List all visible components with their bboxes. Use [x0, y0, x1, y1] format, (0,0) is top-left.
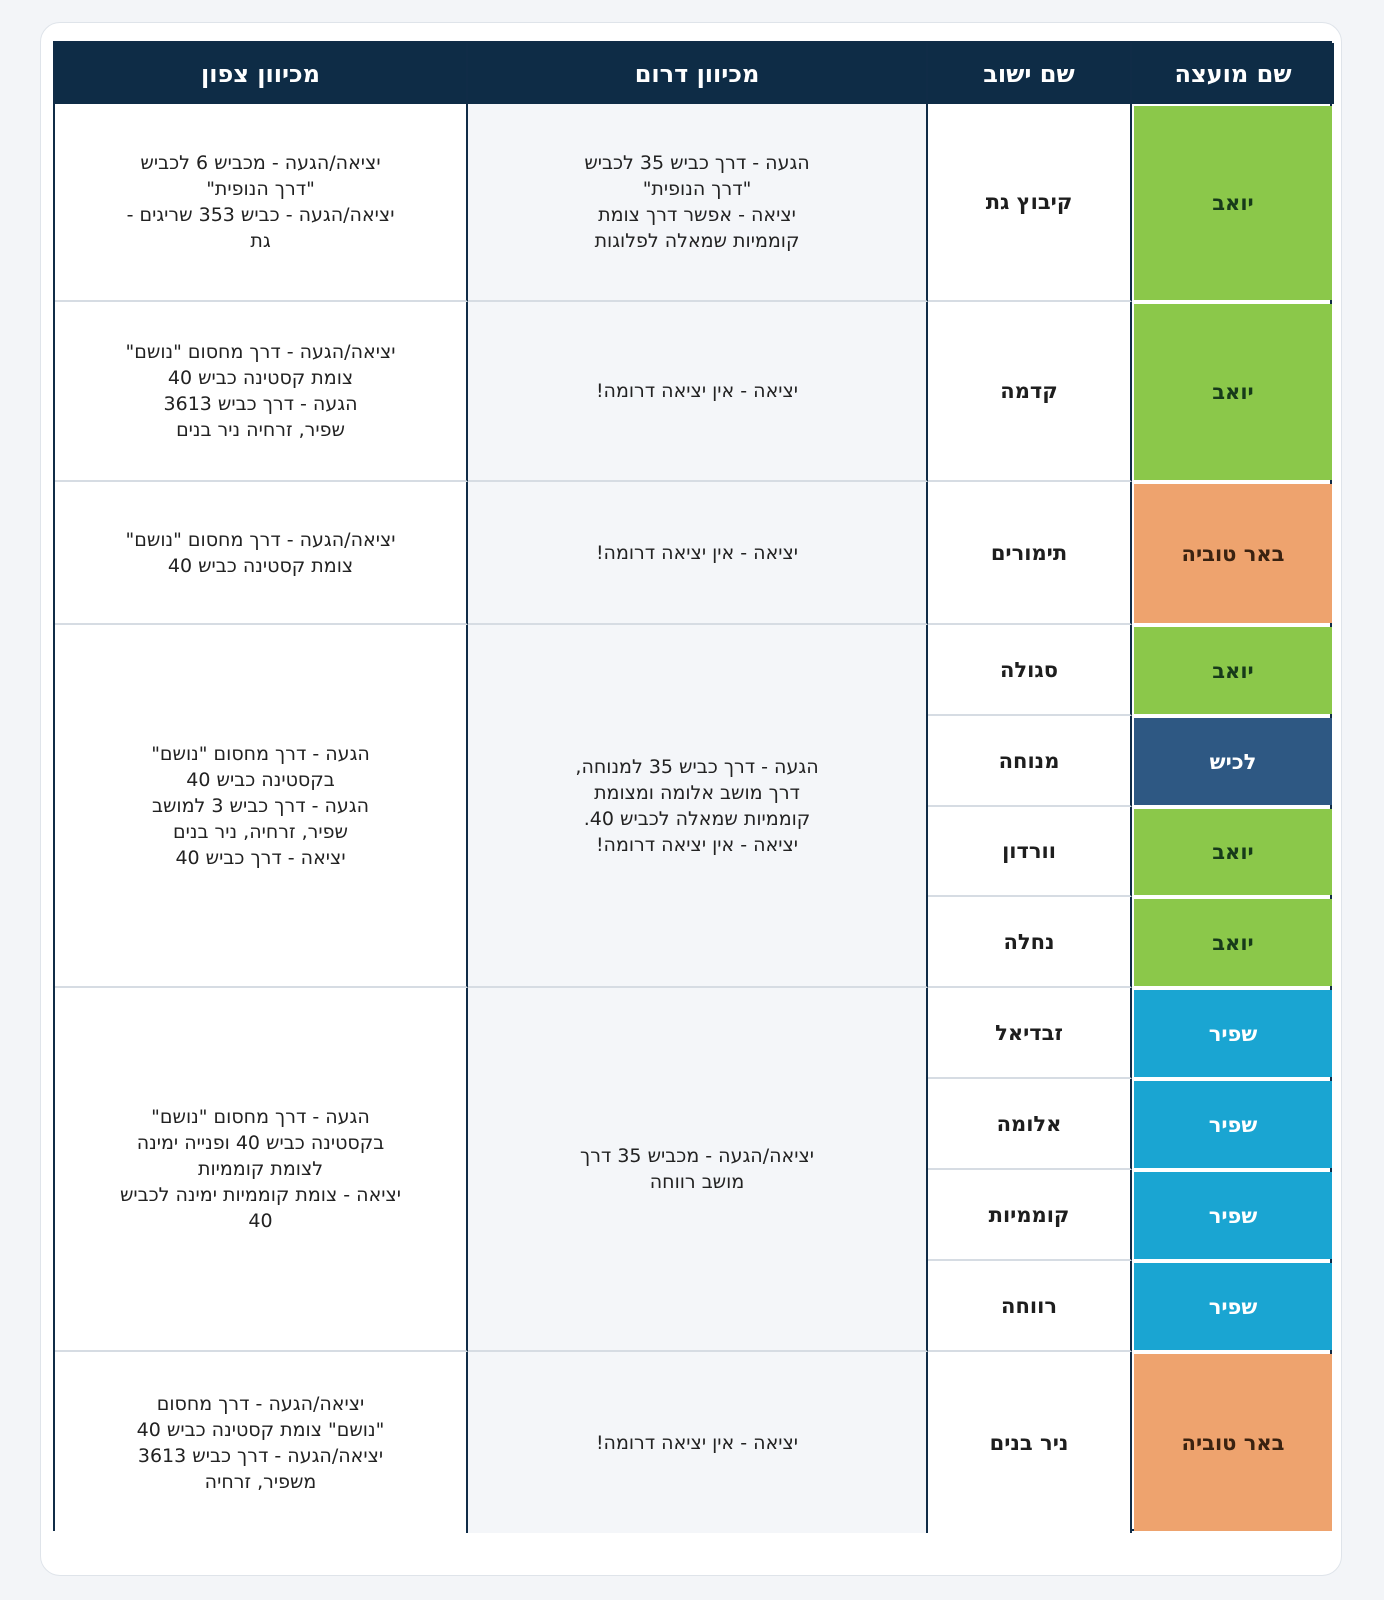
- settlement-name: וורדון: [928, 807, 1132, 897]
- settlement-name: קיבוץ גת: [928, 104, 1132, 302]
- council-badge: שפיר: [1134, 1081, 1332, 1168]
- settlement-name: מנוחה: [928, 716, 1132, 807]
- council-badge: שפיר: [1134, 1263, 1332, 1350]
- council-badge: לכיש: [1134, 718, 1332, 805]
- north-directions-cell: הגעה - דרך מחסום "נושם" בקסטינה כביש 40 …: [55, 988, 468, 1352]
- north-directions-cell: הגעה - דרך מחסום "נושם" בקסטינה כביש 40 …: [55, 625, 468, 988]
- council-badge: באר טוביה: [1134, 1354, 1332, 1531]
- settlement-name: ניר בנים: [928, 1352, 1132, 1533]
- north-directions-cell: יציאה/הגעה - דרך מחסום "נושם" צומת קסטינ…: [55, 302, 468, 482]
- north-directions-cell: יציאה/הגעה - דרך מחסום "נושם" צומת קסטינ…: [55, 1352, 468, 1533]
- council-badge: שפיר: [1134, 1172, 1332, 1259]
- south-directions-cell: יציאה - אין יציאה דרומה!: [468, 302, 928, 482]
- settlement-name: קוממיות: [928, 1170, 1132, 1261]
- north-directions-cell: יציאה/הגעה - מכביש 6 לכביש "דרך הנופית" …: [55, 104, 468, 302]
- council-badge: שפיר: [1134, 990, 1332, 1077]
- council-badge: יואב: [1134, 106, 1332, 300]
- routes-table: מכיוון צפון מכיוון דרום שם ישוב שם מועצה…: [53, 41, 1334, 1533]
- settlement-name: קדמה: [928, 302, 1132, 482]
- settlement-name: תימורים: [928, 482, 1132, 625]
- council-badge: יואב: [1134, 627, 1332, 714]
- header-council: שם מועצה: [1132, 43, 1334, 104]
- settlement-name: רווחה: [928, 1261, 1132, 1352]
- header-north: מכיוון צפון: [55, 43, 468, 104]
- settlement-name: נחלה: [928, 897, 1132, 988]
- south-directions-cell: יציאה - אין יציאה דרומה!: [468, 482, 928, 625]
- council-badge: יואב: [1134, 809, 1332, 895]
- council-badge: באר טוביה: [1134, 484, 1332, 623]
- north-directions-cell: יציאה/הגעה - דרך מחסום "נושם" צומת קסטינ…: [55, 482, 468, 625]
- header-south: מכיוון דרום: [468, 43, 928, 104]
- south-directions-cell: יציאה - אין יציאה דרומה!: [468, 1352, 928, 1533]
- south-directions-cell: הגעה - דרך כביש 35 למנוחה, דרך מושב אלומ…: [468, 625, 928, 988]
- settlement-name: סגולה: [928, 625, 1132, 716]
- settlement-name: זבדיאל: [928, 988, 1132, 1079]
- council-badge: יואב: [1134, 304, 1332, 480]
- south-directions-cell: הגעה - דרך כביש 35 לכביש "דרך הנופית" יצ…: [468, 104, 928, 302]
- south-directions-cell: יציאה/הגעה - מכביש 35 דרך מושב רווחה: [468, 988, 928, 1352]
- header-settlement: שם ישוב: [928, 43, 1132, 104]
- council-badge: יואב: [1134, 899, 1332, 986]
- settlement-name: אלומה: [928, 1079, 1132, 1170]
